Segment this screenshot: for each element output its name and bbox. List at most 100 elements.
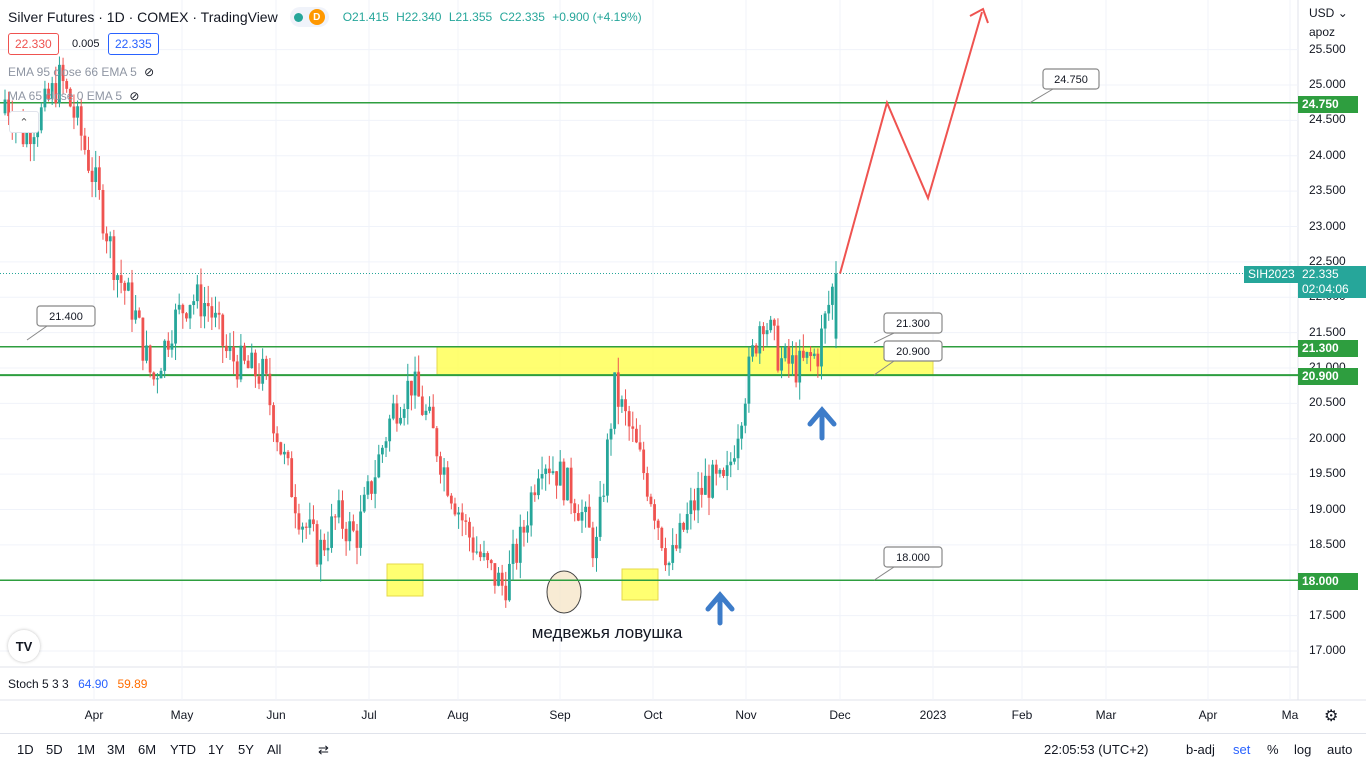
candle-body [232,346,236,362]
currency-selector[interactable]: USD ⌄ [1309,6,1348,20]
range-button-ytd[interactable]: YTD [170,742,196,757]
candle-body [754,345,758,354]
horizontal-levels [0,101,1298,581]
candle-body [812,353,816,357]
candle-body [341,500,344,529]
bear-trap-ellipse [546,570,582,614]
candle-body [395,403,399,424]
ema-indicator-legend[interactable]: EMA 95 close 66 EMA 5 ⊘ [8,65,154,79]
price-tick-label: 17.000 [1309,643,1346,657]
callout-leader [26,325,48,341]
candle-body [250,352,254,369]
candle-body [587,506,591,528]
callout-label: 18.000 [896,552,930,564]
log-toggle[interactable]: log [1294,742,1312,757]
candle-body [199,284,203,317]
candle-body [108,236,112,242]
spread-value: 0.005 [72,38,100,50]
candle-body [718,469,722,474]
candle-body [68,88,72,107]
candle-body [497,572,500,586]
range-button-5y[interactable]: 5Y [238,742,254,757]
hidden-eye-icon[interactable]: ⊘ [144,65,155,79]
candle-body [791,355,794,364]
callout-box [1042,68,1100,90]
candle-body [163,340,167,371]
callout-leader [873,566,895,581]
stoch-legend[interactable]: Stoch 5 3 3 64.90 59.89 [8,677,147,691]
candle-body [711,464,715,498]
time-tick-label: Jul [361,708,377,722]
price-tick-label: 21.500 [1309,324,1346,339]
ohlc-change: +0.900 (+4.19%) [552,10,642,24]
callout-leader [1029,88,1054,104]
candle-body [3,99,7,114]
price-tick-label: 19.500 [1309,466,1346,481]
symbol-title[interactable]: Silver Futures · 1D · COMEX · TradingVie… [8,9,278,25]
candle-body [286,451,290,459]
candle-body [486,553,490,561]
range-button-all[interactable]: All [267,742,282,757]
badj-toggle[interactable]: b-adj [1186,742,1215,757]
candle-body [540,473,544,479]
date-range-icon[interactable]: ⇄ [318,742,329,757]
candle-body [475,551,479,553]
support-resistance-zones [386,346,934,614]
candle-body [573,503,577,514]
candle-body [388,418,392,442]
candle-body [780,358,783,371]
range-button-1d[interactable]: 1D [17,742,34,757]
clock[interactable]: 22:05:53 (UTC+2) [1044,742,1149,757]
level-tag-21300: 21.300 [1298,340,1358,357]
candle-body [210,306,214,318]
candle-body [722,469,725,476]
candle-body [598,496,602,537]
candle-body [43,88,47,108]
candle-body [384,441,388,448]
candle-body [736,438,740,459]
candle-body [50,83,54,99]
callout-box [883,340,943,362]
sell-price-button[interactable]: 22.330 [8,33,59,55]
gear-icon[interactable]: ⚙ [1324,708,1339,725]
range-button-1m[interactable]: 1M [77,742,96,757]
candle-body [500,572,504,586]
stoch-k-value: 64.90 [78,677,109,691]
auto-toggle[interactable]: auto [1327,742,1353,757]
candle-body [428,406,431,411]
price-tick-label: 25.000 [1309,77,1346,91]
candle-body [264,358,268,374]
range-button-3m[interactable]: 3M [107,742,126,757]
candle-body [54,83,58,104]
candle-body [609,428,613,440]
range-button-1y[interactable]: 1Y [208,742,224,757]
candle-body [678,522,682,549]
status-pill[interactable]: D [289,7,329,27]
range-button-5d[interactable]: 5D [46,742,63,757]
bottom-toolbar: 1D 5D 1M 3M 6M YTD 1Y 5Y All ⇄ 22:05:53 (UTC+2) … [0,733,1366,769]
candle-body [551,471,555,474]
candle-body [446,467,450,496]
candle-body [664,548,667,566]
collapse-legend-button[interactable]: ⌃ [9,111,39,133]
percent-toggle[interactable]: % [1267,742,1279,757]
user-label[interactable]: apoz [1309,25,1336,39]
price-tick-label: 20.500 [1309,395,1346,410]
candle-body [239,345,243,380]
candle-body [192,301,196,306]
candle-body [703,475,707,495]
candle-body [97,167,101,190]
candle-body [740,425,744,439]
hidden-eye-icon[interactable]: ⊘ [129,89,140,103]
candle-body [112,236,116,280]
tradingview-logo[interactable]: TV [8,630,40,662]
range-button-6m[interactable]: 6M [138,742,157,757]
set-toggle[interactable]: set [1233,742,1251,757]
buy-price-button[interactable]: 22.335 [108,33,159,55]
candle-body [645,473,649,497]
ma-indicator-legend[interactable]: MA 65 close 0 EMA 5 ⊘ [8,89,139,103]
candle-body [660,527,664,549]
candle-body [58,64,61,104]
bar-countdown-tag: 02:04:06 [1298,281,1366,298]
